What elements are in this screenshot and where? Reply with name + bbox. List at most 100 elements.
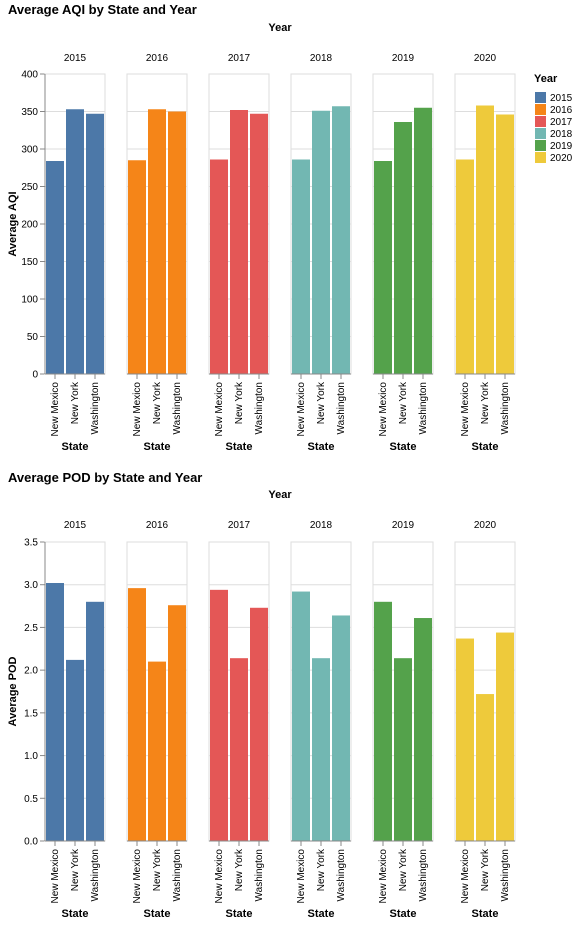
facet-title: Year xyxy=(268,489,292,501)
y-tick-label: 2.5 xyxy=(24,623,38,634)
x-axis-title: State xyxy=(472,441,499,453)
legend-item-label: 2016 xyxy=(550,105,573,116)
x-tick-label: New Mexico xyxy=(50,382,61,437)
y-axis-title: Average AQI xyxy=(7,191,19,256)
bar xyxy=(250,113,268,374)
bar xyxy=(86,601,104,841)
x-tick-label: Washington xyxy=(254,382,265,434)
legend-swatch xyxy=(535,92,546,103)
y-tick-label: 0.5 xyxy=(24,794,38,805)
legend-title: Year xyxy=(534,73,558,85)
x-tick-label: New Mexico xyxy=(214,849,225,904)
bar xyxy=(456,159,474,374)
y-axis-title: Average POD xyxy=(7,656,19,726)
x-axis-title: State xyxy=(226,908,253,920)
x-tick-label: New Mexico xyxy=(132,382,143,437)
bar xyxy=(476,105,494,374)
legend-item-label: 2019 xyxy=(550,141,573,152)
legend-swatch xyxy=(535,140,546,151)
x-tick-label: New York xyxy=(480,848,491,891)
bar xyxy=(394,122,412,374)
y-tick-label: 1.5 xyxy=(24,708,38,719)
y-tick-label: 100 xyxy=(21,295,38,306)
x-tick-label: New Mexico xyxy=(296,849,307,904)
facet-column-label: 2020 xyxy=(474,520,497,531)
x-tick-label: New Mexico xyxy=(132,849,143,904)
legend-swatch xyxy=(535,104,546,115)
legend-swatch xyxy=(535,116,546,127)
chart-1: Average AQI by State and Year Year 0 50 100 1… xyxy=(7,2,516,453)
x-tick-label: New York xyxy=(480,381,491,424)
x-tick-label: New Mexico xyxy=(460,382,471,437)
bar xyxy=(46,161,64,374)
bar xyxy=(230,658,248,841)
x-tick-label: New York xyxy=(234,381,245,424)
bar xyxy=(476,694,494,841)
y-tick-label: 50 xyxy=(27,332,39,343)
bar xyxy=(332,106,350,374)
facet-column-label: 2016 xyxy=(146,520,169,531)
bar xyxy=(168,111,186,374)
y-tick-label: 200 xyxy=(21,220,38,231)
x-axis-title: State xyxy=(226,441,253,453)
x-tick-label: Washington xyxy=(172,849,183,901)
x-axis-title: State xyxy=(62,908,89,920)
x-tick-label: New York xyxy=(398,381,409,424)
facet-column-label: 2019 xyxy=(392,53,415,64)
legend-swatch xyxy=(535,152,546,163)
bar xyxy=(148,109,166,374)
bar xyxy=(128,588,146,841)
bar xyxy=(374,601,392,841)
legend-item-label: 2015 xyxy=(550,93,573,104)
x-tick-label: New Mexico xyxy=(460,849,471,904)
legend-swatch xyxy=(535,128,546,139)
facet-title: Year xyxy=(268,22,292,34)
chart-title: Average POD by State and Year xyxy=(8,470,202,485)
y-tick-label: 1.0 xyxy=(24,751,38,762)
facet-column-label: 2018 xyxy=(310,520,333,531)
x-tick-label: New Mexico xyxy=(378,382,389,437)
x-tick-label: New York xyxy=(70,381,81,424)
bar xyxy=(374,161,392,374)
x-tick-label: New York xyxy=(398,848,409,891)
bar xyxy=(456,638,474,841)
x-tick-label: Washington xyxy=(90,849,101,901)
x-axis-title: State xyxy=(308,441,335,453)
facet-column-label: 2017 xyxy=(228,520,251,531)
y-tick-label: 250 xyxy=(21,182,38,193)
x-tick-label: Washington xyxy=(500,849,511,901)
x-tick-label: New York xyxy=(152,381,163,424)
bar xyxy=(66,659,84,841)
x-tick-label: New York xyxy=(152,848,163,891)
y-tick-label: 400 xyxy=(21,70,38,81)
bar xyxy=(292,591,310,841)
x-tick-label: Washington xyxy=(418,849,429,901)
y-tick-label: 150 xyxy=(21,257,38,268)
bar xyxy=(496,114,514,374)
x-axis-title: State xyxy=(390,908,417,920)
legend-item-label: 2017 xyxy=(550,117,573,128)
bar xyxy=(148,661,166,841)
chart-title: Average AQI by State and Year xyxy=(8,2,197,17)
facet-column-label: 2018 xyxy=(310,53,333,64)
bar xyxy=(250,607,268,841)
bar xyxy=(292,159,310,374)
x-tick-label: New Mexico xyxy=(378,849,389,904)
x-tick-label: Washington xyxy=(172,382,183,434)
bar xyxy=(394,658,412,841)
bar xyxy=(312,110,330,374)
bar xyxy=(312,658,330,841)
y-tick-label: 0.0 xyxy=(24,837,38,848)
